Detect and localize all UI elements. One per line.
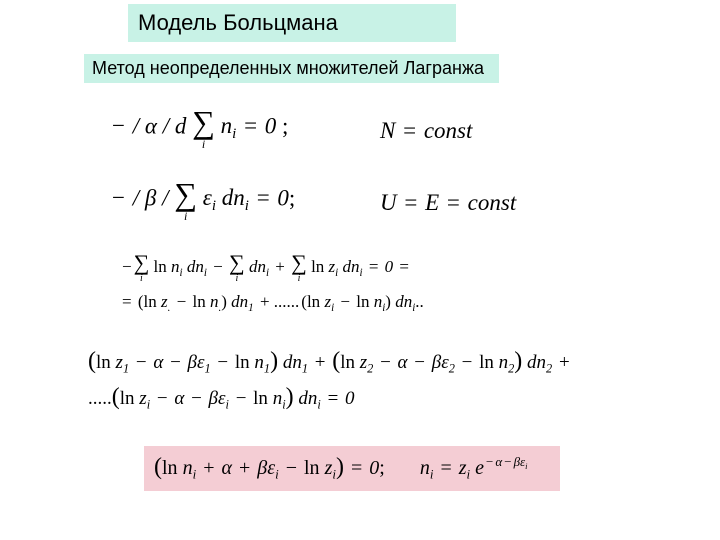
- subtitle-text: Метод неопределенных множителей Лагранжа: [92, 58, 484, 78]
- equation-2-left: − / β / ∑i εi dni = 0;: [110, 178, 295, 222]
- title-text: Модель Больцмана: [138, 10, 338, 35]
- subtitle-box: Метод неопределенных множителей Лагранжа: [84, 54, 499, 83]
- result-equation: (ln ni + α + βεi − ln zi) = 0; ni = zi e…: [144, 446, 560, 491]
- title-box: Модель Больцмана: [128, 4, 456, 42]
- equation-1-right: N = const: [380, 118, 472, 144]
- equation-4-line2: .....(ln zi − α − βεi − ln ni) dni = 0: [88, 384, 355, 412]
- equation-3-line2: = (ln z. − ln n.) dn1 + ......(ln zi − l…: [120, 292, 424, 314]
- equation-1-left: − / α / d ∑i ni = 0 ;: [110, 106, 288, 150]
- slide: Модель Больцмана Метод неопределенных мн…: [0, 0, 720, 540]
- equation-4-line1: (ln z1 − α − βε1 − ln n1) dn1 + (ln z2 −…: [88, 348, 572, 376]
- equation-3-line1: −∑i ln ni dni − ∑i dni + ∑i ln zi dni = …: [120, 252, 411, 284]
- equation-2-right: U = E = const: [380, 190, 516, 216]
